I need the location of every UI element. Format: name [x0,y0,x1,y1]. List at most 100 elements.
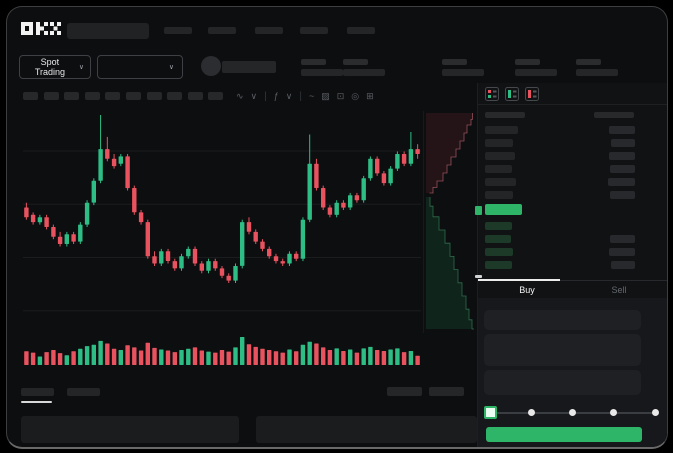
orderbook-ask-row[interactable] [485,152,515,160]
stat-block [442,59,490,79]
volume-bar [179,350,184,365]
slider-stop-100[interactable] [651,409,659,416]
volume-bar [341,351,346,365]
slider-stop-25[interactable] [527,409,535,416]
bottom-tab-history[interactable] [67,388,100,396]
line-tool-icon[interactable]: ~ [308,91,315,101]
amount-slider-handle[interactable] [484,406,497,419]
search-input[interactable] [67,23,149,39]
volume-bar [199,350,204,365]
stat-block [343,59,391,79]
order-form-input-3[interactable] [484,370,641,395]
orderbook-bid-row[interactable] [485,261,512,269]
nav-item-placeholder[interactable] [300,27,328,34]
volume-bar [37,356,43,365]
bottom-tab-orders[interactable] [21,388,54,396]
orderbook-ask-row[interactable] [485,191,513,199]
price-chart[interactable] [23,111,477,367]
timeframe-button-placeholder[interactable] [43,92,59,100]
orderbook-all-icon[interactable] [485,87,499,101]
volume-bar [186,348,191,365]
volume-bar [321,347,326,365]
slider-stop-50[interactable] [569,409,576,416]
orderbook-ask-row[interactable] [485,139,513,147]
orderbook-bid-row[interactable] [485,235,511,243]
candlestick-chart-svg[interactable] [23,111,477,367]
order-history-panel [256,416,477,443]
bottom-action-button-1[interactable] [387,387,422,396]
chevron-down-icon: ∨ [78,63,84,71]
orderbook-ask-row[interactable] [485,165,512,173]
timeframe-button-placeholder[interactable] [146,92,162,100]
buy-submit-button[interactable] [486,427,642,442]
orderbook-asks-icon[interactable] [525,87,539,101]
orderbook-last-price-bar[interactable] [485,204,522,215]
order-form-input-1[interactable] [484,310,641,330]
timeframe-button-placeholder[interactable] [167,92,183,100]
candle-body [98,149,103,181]
slider-stop-75[interactable] [610,409,618,416]
candle-body [253,231,258,242]
volume-bar [165,350,171,365]
orderbook-bid-row[interactable] [485,222,512,230]
orderbook-bid-row[interactable] [485,248,513,256]
nav-item-placeholder[interactable] [164,27,192,34]
timeframe-button-placeholder[interactable] [187,92,203,100]
candle-body [381,173,387,184]
tab-sell[interactable]: Sell [611,285,627,295]
timeframe-button-placeholder[interactable] [84,92,100,100]
candle-body [51,227,56,237]
timeframe-button-placeholder[interactable] [126,92,141,100]
chevron-down-icon[interactable]: ∨ [250,90,258,101]
orderbook-ask-amount [610,165,635,173]
volume-bar [219,350,225,365]
timeframe-button-placeholder[interactable] [64,92,80,100]
pair-select[interactable]: ∨ [97,55,183,79]
candle-body [199,263,204,271]
volume-bar [226,351,231,365]
tab-buy[interactable]: Buy [519,285,535,295]
compare-icon[interactable]: ▨ [321,90,330,101]
orderbook-bids-icon[interactable] [505,87,519,101]
spot-trading-button[interactable]: Spot Trading ∨ [19,55,91,79]
candle-body [213,261,218,269]
okx-logo-icon[interactable] [21,22,61,35]
settings-icon[interactable]: ◎ [351,90,360,101]
indicators-icon[interactable]: ƒ [273,91,279,101]
depth-bids-line [429,197,474,330]
stat-value-placeholder [576,69,618,76]
candle-body [219,268,225,276]
camera-icon[interactable]: ⊡ [336,90,345,101]
depth-asks-area [426,113,473,193]
last-price-marker [475,206,482,215]
nav-item-placeholder[interactable] [208,27,236,34]
candle-body [57,236,63,244]
chart-type-icon[interactable]: ∿ [236,90,244,101]
candle-body [314,163,319,188]
mid-price-marker [475,275,482,278]
orderbook-header-price [485,112,525,118]
stat-block [301,59,349,79]
volume-bar [152,347,157,365]
bottom-action-button-2[interactable] [429,387,464,396]
orderbook-ask-row[interactable] [485,178,516,186]
divider: | [299,90,302,102]
timeframe-button-placeholder[interactable] [105,92,121,100]
nav-item-placeholder[interactable] [347,27,375,34]
volume-bar [105,343,110,365]
timeframe-button-placeholder[interactable] [23,92,38,100]
volume-bar [30,352,36,365]
volume-bar [260,348,265,365]
orderbook-ask-amount [611,139,635,147]
volume-bar [280,352,285,365]
orderbook-ask-row[interactable] [485,126,518,134]
nav-item-placeholder[interactable] [255,27,283,34]
order-form-input-2[interactable] [484,334,641,366]
chevron-down-icon[interactable]: ∨ [285,90,293,101]
candle-body [24,207,29,218]
candle-body [327,207,333,215]
timeframe-button-placeholder[interactable] [208,92,224,100]
fullscreen-icon[interactable]: ⊞ [366,90,374,101]
stat-label-placeholder [442,59,467,65]
volume-bar [206,351,211,365]
